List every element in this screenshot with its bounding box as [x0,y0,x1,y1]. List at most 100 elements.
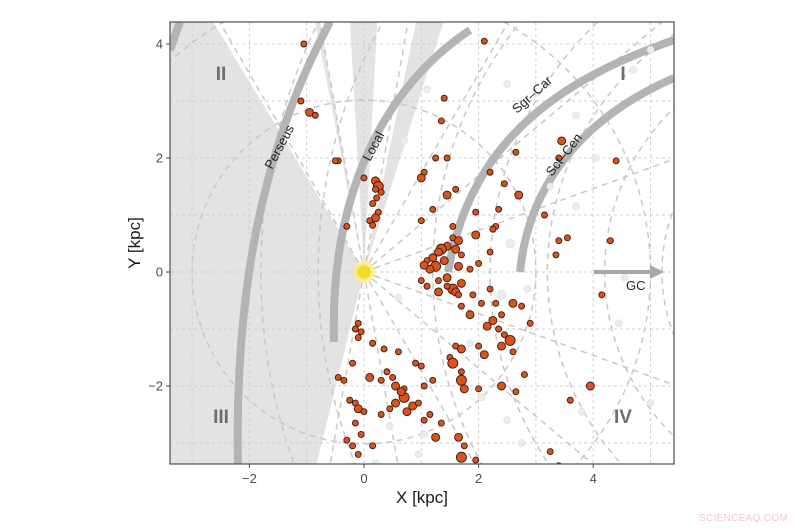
data-point [454,261,463,271]
data-point [455,291,462,299]
data-point [412,359,420,367]
data-point [498,311,505,319]
data-point [488,316,498,325]
data-point [389,374,397,381]
data-point [452,185,460,193]
x-tick-label: 2 [475,471,482,486]
data-point [437,117,445,125]
data-point [479,350,489,360]
data-point [469,291,477,299]
data-point [598,291,606,299]
data-point [439,256,449,266]
data-point [354,319,362,327]
data-point [497,381,506,391]
data-point [541,211,548,219]
faint-sources [371,45,655,464]
data-point [500,331,508,339]
faint-data-point [394,293,403,302]
data-point [343,436,351,444]
sgr-car-arm [444,36,674,273]
data-point [416,173,426,183]
data-point [509,348,517,356]
data-point [369,339,377,347]
data-point [465,310,475,320]
y-tick-label: −2 [148,379,163,394]
x-tick-label: −2 [242,471,257,486]
data-point [402,407,412,417]
data-point [508,298,518,308]
data-point [377,188,385,196]
data-point [606,237,614,245]
plot-border [169,21,675,465]
faint-data-point [629,65,638,74]
data-point [354,450,362,458]
y-axis-ticks: −2 0 2 4 [148,37,170,394]
faint-data-point [385,422,394,430]
data-point [512,148,520,156]
data-point [391,398,400,408]
data-point [369,221,377,229]
x-tick-label: 4 [590,471,597,486]
faint-data-point [505,238,515,249]
data-point [386,405,394,413]
data-point [434,287,443,297]
data-points [297,37,620,464]
faint-data-point [423,85,431,94]
data-point [482,321,492,331]
data-point [360,408,368,416]
data-point [449,222,457,230]
quadrant-label-iv: IV [614,407,632,428]
data-point [480,37,488,45]
quadrant-label-ii: II [216,64,227,85]
data-point [563,234,571,242]
data-point [495,205,503,213]
faint-data-point [615,319,623,328]
data-point [351,325,359,333]
sun-marker [353,261,375,283]
data-point [512,388,520,396]
data-point [343,222,351,230]
data-point [451,244,461,254]
data-point [520,371,528,379]
data-point [440,94,448,102]
data-point [383,368,391,376]
data-point [466,265,474,273]
data-point [443,282,451,290]
data-point [426,411,434,418]
data-point [555,154,563,162]
data-point [357,328,365,336]
data-point [454,432,463,442]
gc-label: GC [626,278,646,293]
data-point [612,157,620,165]
galactocentric-circle [661,206,674,338]
data-point [475,385,483,393]
x-axis-ticks: −2 0 2 4 [242,464,597,486]
data-point [557,136,567,146]
faint-data-point [371,459,380,464]
y-tick-label: 0 [156,265,163,280]
faint-data-point [646,45,655,54]
data-point [475,342,483,350]
data-point [429,205,437,213]
faint-data-point [414,450,423,459]
galactocentric-circle [719,157,800,386]
data-point [419,260,429,270]
data-point [434,247,443,257]
faint-data-point [592,154,600,162]
data-point [369,442,377,450]
data-point [546,448,554,455]
data-point [442,190,452,200]
data-point [457,368,465,376]
faint-data-point [577,407,586,416]
faint-data-point [620,273,629,282]
data-point [489,225,497,233]
data-point [552,251,560,259]
data-point [443,154,451,162]
faint-data-point [517,439,526,447]
x-tick-label: 0 [360,471,367,486]
data-point [373,194,381,202]
galactocentric-circle [317,22,384,464]
data-point [429,376,437,384]
faint-data-point [503,80,512,88]
data-point [349,442,356,450]
